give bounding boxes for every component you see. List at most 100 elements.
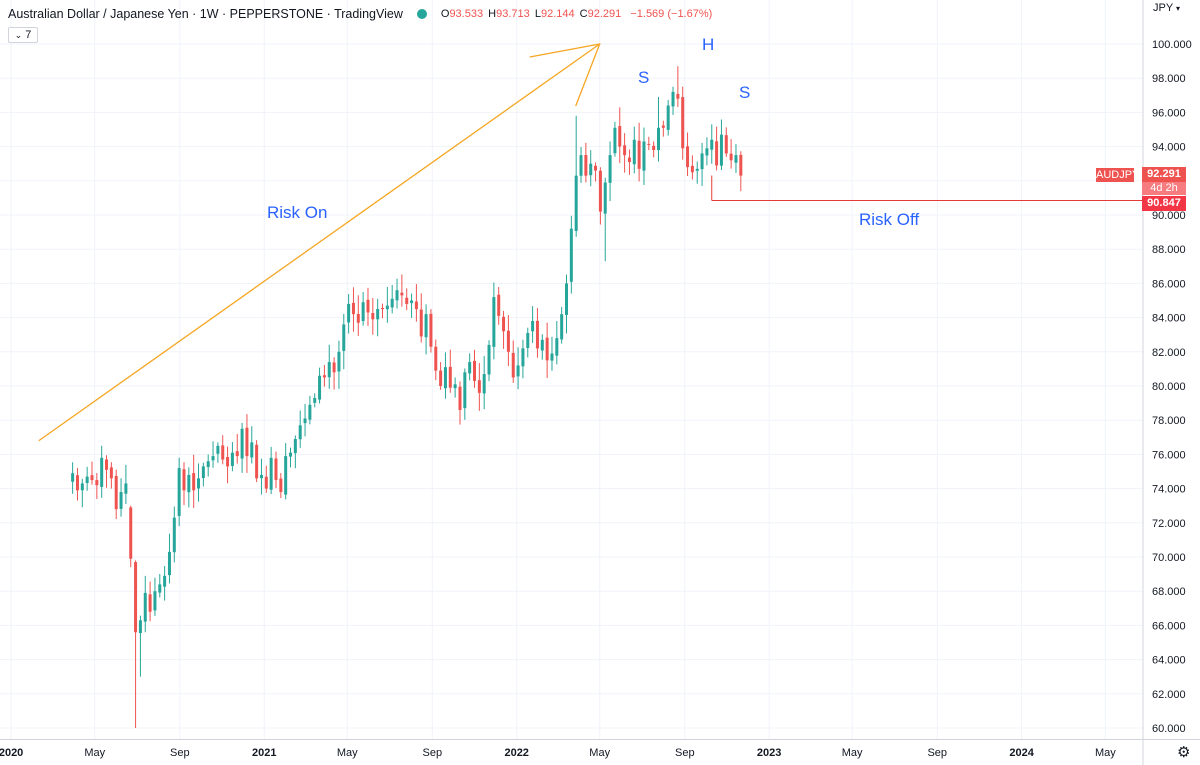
candle-body (105, 459, 109, 470)
candle-body (642, 141, 646, 171)
candle-body (531, 321, 535, 332)
y-tick-label: 60.000 (1152, 723, 1186, 735)
candle-body (443, 367, 447, 389)
x-tick-label: May (1095, 747, 1116, 759)
candle-body (279, 478, 283, 493)
y-tick-label: 68.000 (1152, 586, 1186, 598)
candle-body (80, 483, 84, 491)
candle-body (739, 154, 743, 176)
x-tick-label: Sep (927, 747, 947, 759)
grid-lines (0, 0, 1143, 739)
candle-body (439, 370, 443, 386)
candle-body (187, 474, 191, 493)
y-tick-label: 98.000 (1152, 73, 1186, 85)
candle-body (487, 344, 491, 375)
x-tick-label: Sep (170, 747, 190, 759)
candle-body (540, 339, 544, 351)
indicators-toggle-button[interactable]: ⌄ 7 (8, 27, 38, 43)
candle-body (715, 141, 719, 166)
y-tick-label: 100.000 (1152, 39, 1192, 51)
candle-body (119, 492, 123, 509)
candle-body (700, 153, 704, 170)
risk-on-label: Risk On (267, 203, 328, 222)
candle-body (293, 439, 297, 454)
candle-body (361, 302, 365, 322)
symbol-title[interactable]: Australian Dollar / Japanese Yen · 1W · … (8, 7, 403, 21)
candle-body (705, 148, 709, 156)
market-status-dot-icon[interactable] (416, 9, 427, 19)
candle-body (569, 228, 573, 282)
candle-body (410, 300, 414, 304)
ohlc-legend: O93.533 H93.713 L92.144 C92.291 −1.569 (… (441, 8, 712, 20)
candle-body (565, 283, 568, 315)
candle-body (201, 466, 205, 479)
candle-body (332, 362, 336, 373)
candle-body (734, 155, 738, 163)
y-tick-label: 82.000 (1152, 347, 1186, 359)
candle-body (230, 452, 234, 466)
last-price-tag: 92.291 (1142, 167, 1186, 182)
candle-body (85, 476, 89, 484)
candle-body (647, 143, 651, 145)
candle-body (608, 155, 612, 183)
candle-body (240, 428, 244, 459)
candle-body (482, 374, 486, 394)
candle-body (395, 290, 399, 301)
candle-body (724, 135, 728, 154)
candle-body (506, 330, 510, 352)
candle-body (390, 298, 394, 308)
candle-body (603, 182, 607, 214)
candle-body (681, 97, 685, 149)
candle-body (511, 352, 515, 378)
horizontal-level-tag: 90.847 (1142, 196, 1186, 211)
high-value: 93.713 (496, 8, 530, 20)
candle-body (95, 480, 99, 486)
low-label: L (534, 8, 541, 20)
close-value: 92.291 (587, 8, 622, 20)
candle-body (671, 91, 675, 107)
y-tick-label: 76.000 (1152, 449, 1186, 461)
candle-body (666, 105, 670, 130)
candle-body (400, 292, 404, 296)
candle-body (473, 360, 477, 381)
candle-body (627, 157, 631, 162)
close-label: C (579, 8, 588, 20)
open-value: 93.533 (449, 8, 484, 20)
candle-body (545, 337, 549, 361)
candle-body (167, 551, 171, 576)
candle-body (206, 461, 210, 468)
candle-body (192, 473, 196, 491)
currency-label[interactable]: JPY ▾ (1153, 2, 1181, 14)
candle-body (163, 575, 167, 587)
symbol-price-tag: AUDJPY (1096, 168, 1140, 182)
candle-body (502, 316, 506, 332)
candle-body (255, 444, 259, 479)
candle-body (381, 307, 385, 310)
change-value: −1.569 (−1.67%) (630, 8, 713, 20)
candle-body (690, 165, 694, 173)
open-label: O (440, 8, 450, 20)
candle-body (405, 297, 409, 304)
x-tick-label: 2024 (1009, 747, 1034, 759)
head-label: H (702, 35, 715, 54)
candle-body (535, 320, 539, 349)
candle-body (221, 445, 225, 460)
candle-body (623, 145, 627, 156)
candle-body (429, 313, 433, 347)
gear-icon[interactable]: ⚙ (1177, 744, 1191, 761)
y-tick-label: 94.000 (1152, 142, 1186, 154)
candle-body (216, 445, 220, 454)
candle-body (313, 397, 317, 403)
candle-body (589, 163, 593, 176)
candle-body (269, 457, 273, 490)
candle-body (676, 93, 680, 99)
x-tick-label: Sep (675, 747, 695, 759)
candle-body (235, 451, 239, 457)
candle-body (652, 145, 656, 151)
candle-body (289, 452, 293, 457)
x-tick-label: May (589, 747, 610, 759)
candle-body (351, 302, 355, 315)
candle-body (356, 313, 360, 323)
